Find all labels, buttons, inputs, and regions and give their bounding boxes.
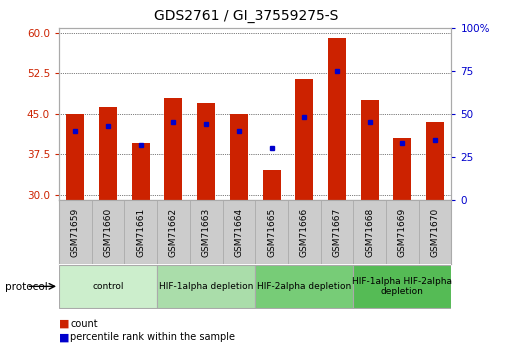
Bar	[393, 138, 411, 200]
Bar	[426, 122, 444, 200]
Bar	[361, 100, 379, 200]
Text: GSM71667: GSM71667	[332, 207, 342, 257]
Text: GSM71659: GSM71659	[71, 207, 80, 257]
Bar	[263, 170, 281, 200]
Text: protocol: protocol	[5, 282, 48, 292]
Text: HIF-1alpha HIF-2alpha
depletion: HIF-1alpha HIF-2alpha depletion	[352, 277, 452, 296]
Text: control: control	[92, 282, 124, 291]
Bar	[230, 114, 248, 200]
Text: HIF-2alpha depletion: HIF-2alpha depletion	[257, 282, 351, 291]
Bar	[328, 38, 346, 200]
Text: GSM71669: GSM71669	[398, 207, 407, 257]
Text: HIF-1alpha depletion: HIF-1alpha depletion	[159, 282, 253, 291]
Text: GDS2761 / GI_37559275-S: GDS2761 / GI_37559275-S	[154, 9, 339, 23]
Bar	[99, 107, 117, 200]
Bar	[132, 144, 150, 200]
Bar	[66, 114, 84, 200]
Text: GSM71664: GSM71664	[234, 207, 243, 257]
Text: count: count	[70, 319, 98, 328]
Bar	[295, 79, 313, 200]
Text: GSM71665: GSM71665	[267, 207, 276, 257]
Bar	[255, 265, 353, 308]
Text: GSM71660: GSM71660	[104, 207, 112, 257]
Text: GSM71661: GSM71661	[136, 207, 145, 257]
Text: GSM71662: GSM71662	[169, 207, 178, 257]
Bar	[165, 98, 183, 200]
Bar	[353, 265, 451, 308]
Bar	[197, 103, 215, 200]
Text: ■: ■	[59, 333, 69, 342]
Text: percentile rank within the sample: percentile rank within the sample	[70, 333, 235, 342]
Text: GSM71668: GSM71668	[365, 207, 374, 257]
Bar	[157, 265, 255, 308]
Text: GSM71663: GSM71663	[202, 207, 211, 257]
Text: GSM71666: GSM71666	[300, 207, 309, 257]
Text: ■: ■	[59, 319, 69, 328]
Text: GSM71670: GSM71670	[430, 207, 440, 257]
Bar	[59, 265, 157, 308]
